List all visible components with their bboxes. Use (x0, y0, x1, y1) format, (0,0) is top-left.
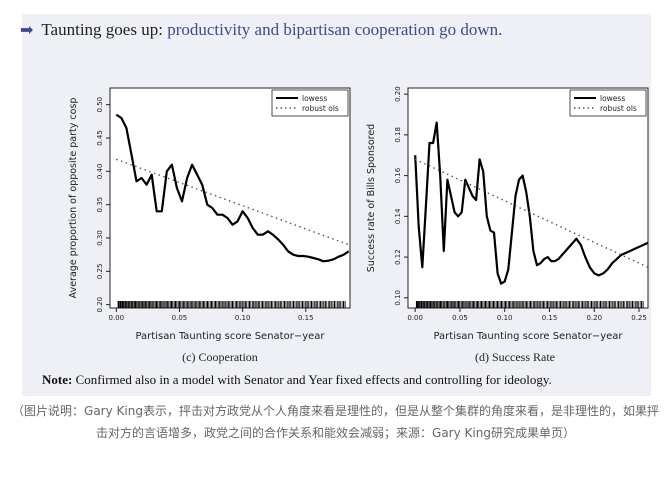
headline-accent: productivity and bipartisan cooperation … (167, 20, 503, 39)
y-tick-label: 0.16 (394, 167, 402, 183)
x-tick-label: 0.15 (298, 314, 314, 322)
x-axis-label: Partisan Taunting score Senator−year (433, 331, 623, 342)
headline-prefix: Taunting goes up: (41, 20, 163, 39)
y-tick-label: 0.20 (394, 86, 402, 102)
x-tick-label: 0.10 (497, 314, 513, 322)
y-tick-label: 0.35 (96, 197, 104, 213)
y-tick-label: 0.20 (96, 297, 104, 313)
legend-label: lowess (302, 94, 327, 103)
success-rate-chart: 0.10 0.12 0.14 0.16 0.18 0.20 0.00 0.05 0.10 0.15… (366, 86, 649, 342)
y-tick-label: 0.50 (96, 97, 104, 113)
x-tick-label: 0.05 (172, 314, 188, 322)
plot-area (109, 87, 351, 309)
y-tick-label: 0.12 (394, 249, 402, 265)
lowess-line (115, 113, 350, 263)
note-label: Note: (42, 372, 73, 387)
y-tick-label: 0.10 (394, 290, 402, 306)
x-tick-label: 0.25 (631, 314, 647, 322)
legend-box (569, 89, 647, 117)
legend-box (271, 89, 349, 117)
rug-marks (117, 301, 346, 308)
chart-caption-c: (c) Cooperation (182, 350, 258, 364)
y-tick-label: 0.30 (96, 230, 104, 246)
x-tick-label: 0.15 (542, 314, 558, 322)
x-tick-label: 0.00 (109, 314, 125, 322)
legend-label: robust ols (600, 104, 637, 113)
x-tick-label: 0.00 (407, 314, 423, 322)
note: Note: Confirmed also in a model with Sen… (42, 372, 552, 388)
y-tick-label: 0.45 (96, 130, 104, 146)
footer-caption: （图片说明：Gary King表示，抨击对方政党从个人角度来看是理性的，但是从整… (12, 404, 659, 440)
headline: ➡ Taunting goes up: productivity and bip… (20, 20, 502, 40)
chart-caption-d: (d) Success Rate (475, 350, 555, 364)
y-axis-label: Success rate of Bills Sponsored (366, 124, 377, 272)
robust-ols-line (116, 158, 349, 246)
rug-marks (415, 301, 644, 308)
legend-label: robust ols (302, 104, 339, 113)
x-tick-label: 0.20 (586, 314, 602, 322)
lowess-line (414, 121, 648, 285)
note-text: Confirmed also in a model with Senator a… (75, 372, 552, 387)
y-tick-label: 0.14 (394, 208, 402, 224)
cooperation-chart: 0.20 0.25 0.30 0.35 0.40 0.45 0.50 0.00 0.05 0.10… (68, 87, 351, 342)
x-tick-label: 0.10 (235, 314, 251, 322)
arrow-right-icon: ➡ (20, 22, 34, 39)
x-tick-label: 0.05 (452, 314, 468, 322)
y-axis-label: Average proportion of opposite party cos… (68, 98, 79, 299)
x-axis-label: Partisan Taunting score Senator−year (135, 331, 325, 342)
y-tick-label: 0.18 (394, 127, 402, 143)
y-tick-label: 0.25 (96, 264, 104, 280)
legend-label: lowess (600, 94, 625, 103)
y-tick-label: 0.40 (96, 164, 104, 180)
